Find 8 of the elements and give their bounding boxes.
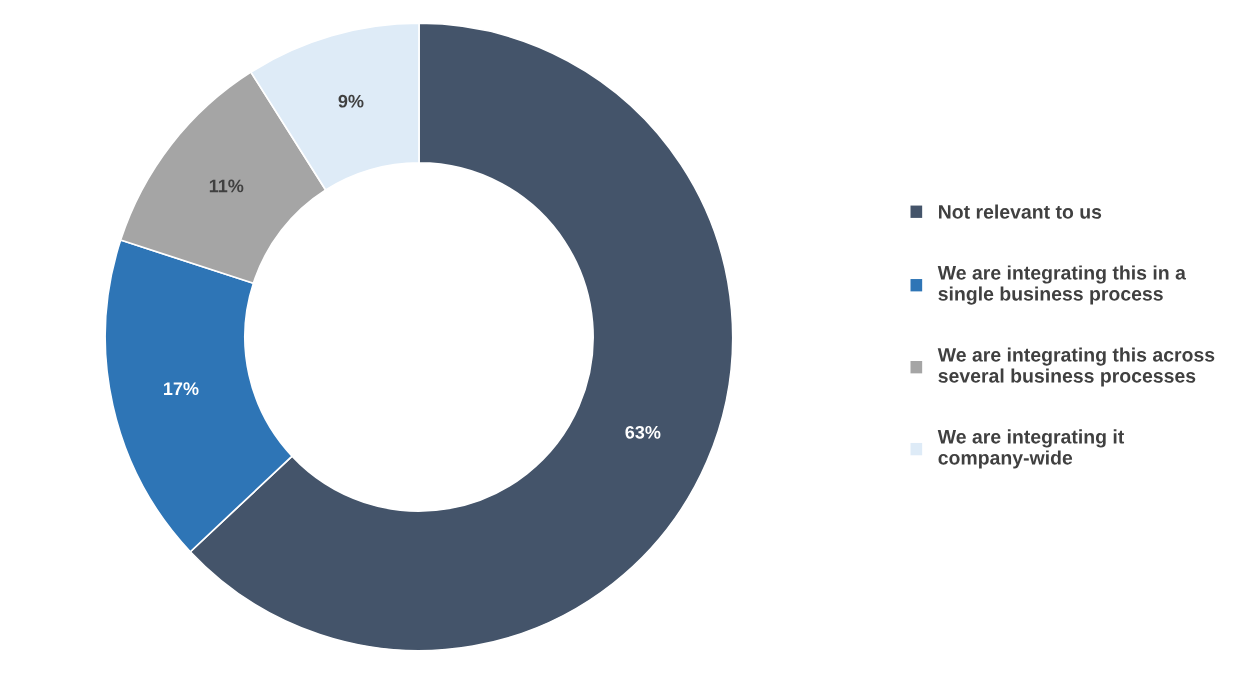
data-label: 9% [338, 94, 364, 108]
data-label: 11% [209, 179, 244, 193]
data-label: 63% [625, 425, 661, 439]
legend-label: We are integrating this in a single business process [937, 265, 1186, 305]
legend-label: We are integrating this across several business processes [937, 347, 1215, 387]
legend-label: Not relevant to us [939, 204, 1102, 219]
legend-label: We are integrating it company-wide [937, 429, 1125, 469]
data-label: 17% [164, 382, 199, 396]
